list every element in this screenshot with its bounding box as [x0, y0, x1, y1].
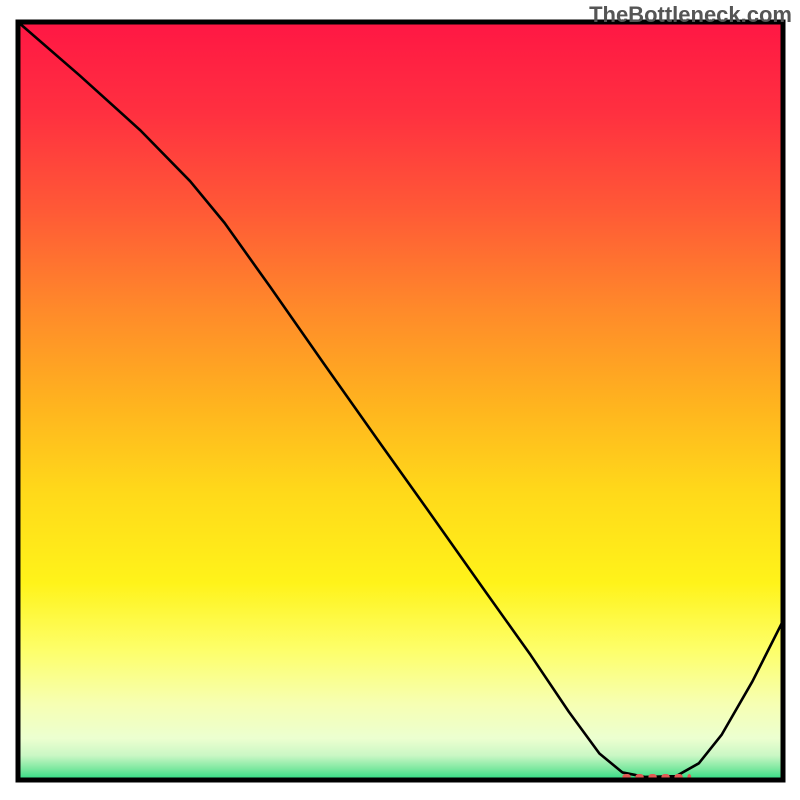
- chart-svg: [0, 0, 800, 800]
- plot-background: [18, 22, 783, 780]
- chart-container: TheBottleneck.com: [0, 0, 800, 800]
- watermark-text: TheBottleneck.com: [589, 2, 792, 28]
